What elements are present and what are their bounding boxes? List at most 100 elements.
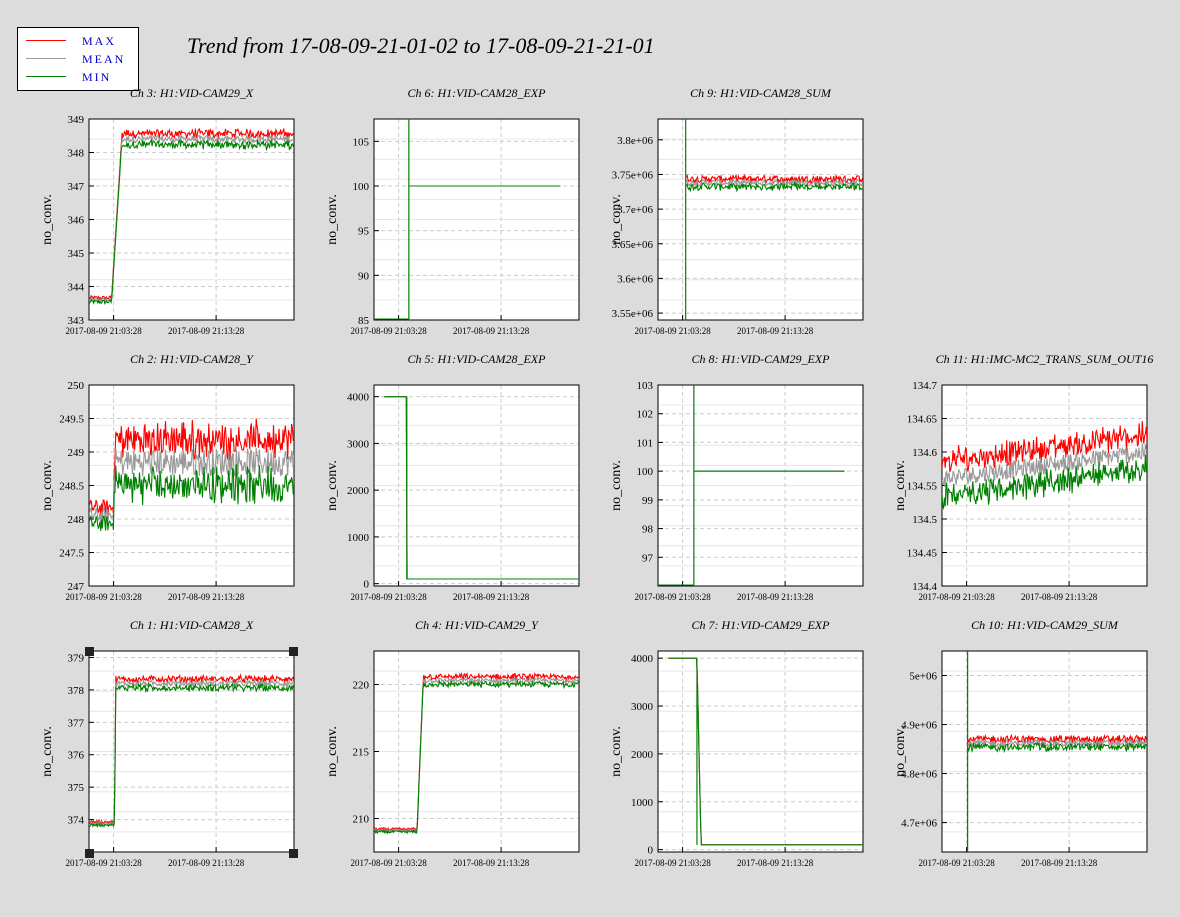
legend-swatch-max	[26, 40, 66, 41]
series-max-line	[89, 418, 294, 515]
x-tick-label: 2017-08-09 21:03:28	[65, 592, 142, 602]
x-tick-label: 2017-08-09 21:03:28	[350, 326, 427, 336]
y-tick-label: 90	[358, 270, 370, 282]
series-group	[967, 651, 1147, 852]
chart-title: Ch 7: H1:VID-CAM29_EXP	[692, 618, 831, 632]
series-group	[89, 673, 294, 829]
y-tick-label: 99	[642, 495, 654, 507]
chart-ch-2: 3.55e+06 3.6e+06 3.65e+06 3.7e+06 3.75e+06 3.…	[609, 86, 864, 336]
series-max-line	[89, 127, 294, 301]
series-max-line	[942, 421, 1147, 472]
chart-title: Ch 2: H1:VID-CAM28_Y	[130, 352, 254, 366]
y-axis-label: no_conv.	[893, 726, 908, 777]
series-max-line	[685, 173, 863, 185]
chart-title: Ch 10: H1:VID-CAM29_SUM	[971, 618, 1119, 632]
y-axis-label: no_conv.	[893, 460, 908, 511]
y-tick-label: 4.7e+06	[901, 818, 937, 830]
x-tick-label: 2017-08-09 21:13:28	[737, 592, 814, 602]
y-tick-label: 134.45	[907, 548, 938, 560]
chart-title: Ch 5: H1:VID-CAM28_EXP	[408, 352, 547, 366]
x-tick-label: 2017-08-09 21:13:28	[1021, 592, 1098, 602]
x-tick-label: 2017-08-09 21:13:28	[453, 858, 530, 868]
selection-handle-top-right[interactable]	[289, 647, 298, 656]
selection-handle-top-left[interactable]	[85, 647, 94, 656]
y-tick-label: 3.55e+06	[612, 308, 654, 320]
chart-title: Ch 8: H1:VID-CAM29_EXP	[692, 352, 831, 366]
y-tick-label: 347	[68, 181, 85, 193]
chart-ch-6: 134.4 134.45 134.5 134.55 134.6 134.65 134.7 20…	[893, 352, 1153, 602]
y-tick-label: 4000	[347, 392, 370, 404]
x-tick-label: 2017-08-09 21:13:28	[737, 326, 814, 336]
plot-frame	[88, 650, 295, 853]
y-tick-label: 220	[353, 680, 370, 692]
series-min-line	[374, 678, 579, 835]
x-tick-label: 2017-08-09 21:13:28	[168, 858, 245, 868]
x-tick-label: 2017-08-09 21:03:28	[634, 326, 711, 336]
y-tick-label: 344	[68, 282, 85, 294]
series-min-line	[668, 657, 863, 846]
x-tick-label: 2017-08-09 21:13:28	[168, 592, 245, 602]
legend-item-mean: MEAN	[18, 52, 138, 66]
y-tick-label: 1000	[347, 532, 370, 544]
series-max-line	[967, 733, 1147, 745]
series-min-line	[685, 180, 863, 193]
x-tick-label: 2017-08-09 21:13:28	[453, 592, 530, 602]
legend-label-min: MIN	[82, 70, 112, 84]
chart-ch-9: 0 1000 2000 3000 4000 2017-08-09 21:03:28 2017…	[609, 618, 864, 868]
y-tick-label: 101	[637, 437, 654, 449]
y-tick-label: 377	[68, 717, 85, 729]
y-tick-label: 348	[68, 148, 85, 160]
x-tick-label: 2017-08-09 21:03:28	[634, 592, 711, 602]
y-tick-label: 97	[642, 552, 654, 564]
y-tick-label: 247.5	[59, 548, 84, 560]
series-mean-line	[89, 448, 294, 524]
y-tick-label: 247	[68, 581, 85, 593]
y-tick-label: 376	[68, 750, 85, 762]
legend-swatch-mean	[26, 58, 66, 59]
selection-handle-bottom-right[interactable]	[289, 849, 298, 858]
selection-handle-bottom-left[interactable]	[85, 849, 94, 858]
legend-label-max: MAX	[82, 34, 117, 48]
series-mean-line	[89, 133, 294, 303]
y-tick-label: 134.4	[912, 581, 937, 593]
chart-title: Ch 1: H1:VID-CAM28_X	[130, 618, 254, 632]
y-tick-label: 210	[353, 814, 370, 826]
legend-swatch-min	[26, 76, 66, 77]
legend-item-min: MIN	[18, 70, 138, 84]
y-tick-label: 250	[68, 380, 85, 392]
y-tick-label: 100	[637, 466, 654, 478]
y-tick-label: 374	[68, 815, 85, 827]
x-tick-label: 2017-08-09 21:03:28	[65, 326, 142, 336]
chart-ch-3: 247 247.5 248 248.5 249 249.5 250 2017-08-09 21…	[40, 352, 295, 602]
y-tick-label: 3.65e+06	[612, 239, 654, 251]
x-tick-label: 2017-08-09 21:13:28	[168, 326, 245, 336]
series-min-line	[942, 454, 1147, 511]
chart-ch-5: 97 98 99 100 101 102 103 2017-08-09 21:03:28 201…	[609, 352, 864, 602]
series-mean-line	[942, 443, 1147, 488]
chart-ch-4: 0 1000 2000 3000 4000 2017-08-09 21:03:28 2017…	[325, 352, 580, 602]
x-tick-label: 2017-08-09 21:03:28	[918, 858, 995, 868]
x-tick-label: 2017-08-09 21:03:28	[918, 592, 995, 602]
plot-frame	[373, 384, 580, 587]
y-tick-label: 85	[358, 315, 370, 327]
y-axis-label: no_conv.	[325, 460, 340, 511]
series-group	[374, 671, 579, 835]
y-tick-label: 248.5	[59, 481, 84, 493]
series-group	[89, 418, 294, 532]
series-group	[658, 385, 845, 586]
x-tick-label: 2017-08-09 21:13:28	[1021, 858, 1098, 868]
legend-label-mean: MEAN	[82, 52, 126, 66]
series-min-line	[89, 681, 294, 829]
chart-title: Ch 9: H1:VID-CAM28_SUM	[690, 86, 832, 100]
y-axis-label: no_conv.	[325, 726, 340, 777]
y-axis-label: no_conv.	[40, 726, 55, 777]
y-tick-label: 5e+06	[909, 671, 937, 683]
y-axis-label: no_conv.	[609, 194, 624, 245]
y-tick-label: 1000	[631, 797, 654, 809]
y-axis-label: no_conv.	[40, 194, 55, 245]
y-tick-label: 98	[642, 524, 654, 536]
chart-ch-10: 4.7e+06 4.8e+06 4.9e+06 5e+06 2017-08-09 21:…	[893, 618, 1148, 868]
chart-title: Ch 4: H1:VID-CAM29_Y	[415, 618, 539, 632]
y-axis-label: no_conv.	[609, 726, 624, 777]
